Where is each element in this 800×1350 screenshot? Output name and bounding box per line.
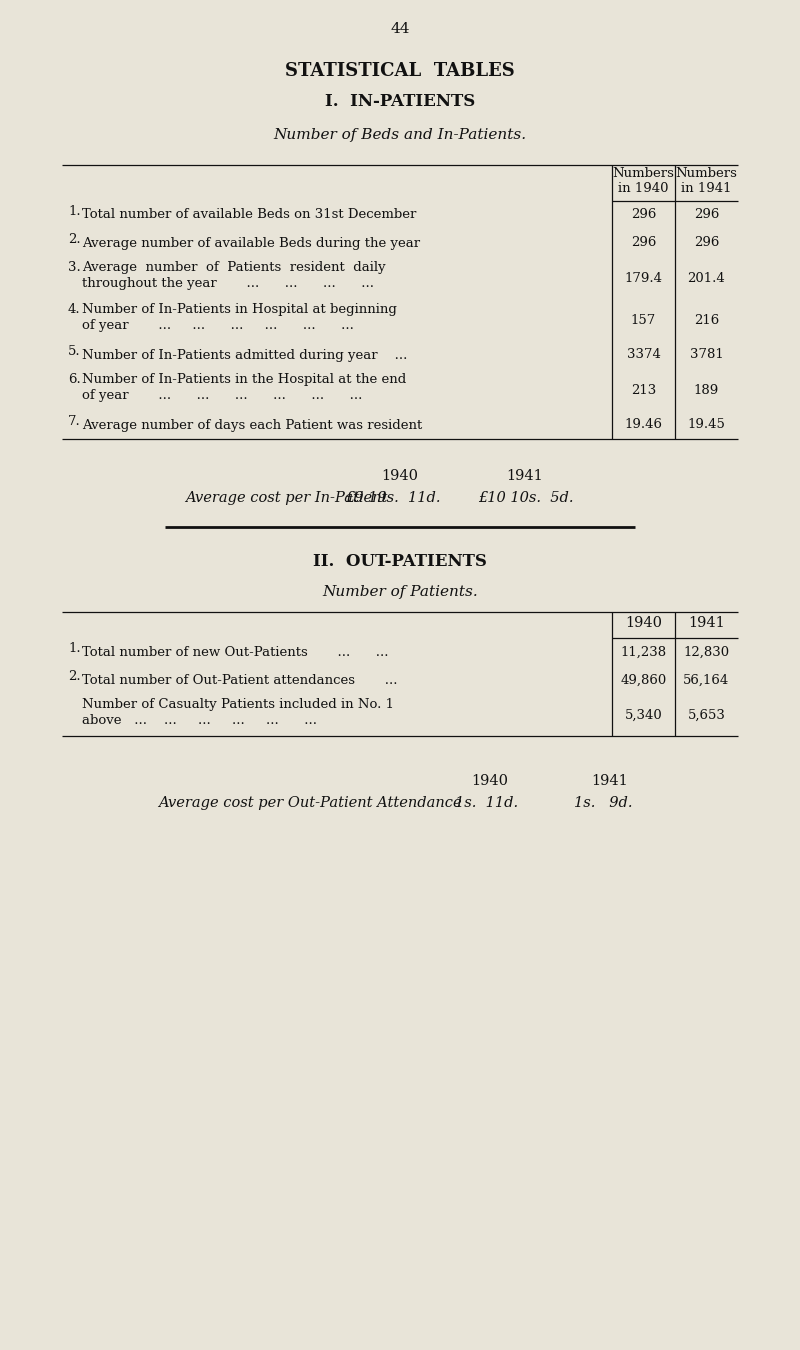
Text: Number of Beds and In-Patients.: Number of Beds and In-Patients. (274, 128, 526, 142)
Text: of year       ...     ...      ...     ...      ...      ...: of year ... ... ... ... ... ... (82, 319, 354, 332)
Text: 1940: 1940 (625, 616, 662, 630)
Text: Total number of Out-Patient attendances       ...: Total number of Out-Patient attendances … (82, 674, 398, 687)
Text: 19.46: 19.46 (625, 418, 662, 432)
Text: 179.4: 179.4 (625, 271, 662, 285)
Text: 56,164: 56,164 (683, 674, 730, 687)
Text: II.  OUT-PATIENTS: II. OUT-PATIENTS (313, 554, 487, 570)
Text: 1.: 1. (68, 205, 81, 217)
Text: Total number of available Beds on 31st December: Total number of available Beds on 31st D… (82, 208, 416, 221)
Text: 296: 296 (694, 236, 719, 250)
Text: in 1941: in 1941 (682, 182, 732, 194)
Text: Number of In-Patients in Hospital at beginning: Number of In-Patients in Hospital at beg… (82, 302, 397, 316)
Text: Average cost per Out-Patient Attendance: Average cost per Out-Patient Attendance (158, 796, 462, 810)
Text: 189: 189 (694, 383, 719, 397)
Text: 11,238: 11,238 (621, 645, 666, 659)
Text: of year       ...      ...      ...      ...      ...      ...: of year ... ... ... ... ... ... (82, 389, 362, 402)
Text: above   ...    ...     ...     ...     ...      ...: above ... ... ... ... ... ... (82, 714, 317, 728)
Text: 2.: 2. (68, 234, 81, 246)
Text: 201.4: 201.4 (688, 271, 726, 285)
Text: Number of In-Patients admitted during year    ...: Number of In-Patients admitted during ye… (82, 348, 407, 362)
Text: Total number of new Out-Patients       ...      ...: Total number of new Out-Patients ... ... (82, 645, 389, 659)
Text: in 1940: in 1940 (618, 182, 669, 194)
Text: 296: 296 (694, 208, 719, 221)
Text: STATISTICAL  TABLES: STATISTICAL TABLES (285, 62, 515, 80)
Text: 1s.  11d.: 1s. 11d. (455, 796, 518, 810)
Text: £9 19s.  11d.: £9 19s. 11d. (345, 491, 441, 505)
Text: 296: 296 (631, 236, 656, 250)
Text: 2.: 2. (68, 670, 81, 683)
Text: 3781: 3781 (690, 348, 723, 362)
Text: 12,830: 12,830 (683, 645, 730, 659)
Text: I.  IN-PATIENTS: I. IN-PATIENTS (325, 93, 475, 109)
Text: Number of Casualty Patients included in No. 1: Number of Casualty Patients included in … (82, 698, 394, 711)
Text: Numbers: Numbers (613, 167, 674, 180)
Text: 19.45: 19.45 (687, 418, 726, 432)
Text: 5,653: 5,653 (687, 709, 726, 721)
Text: 157: 157 (631, 313, 656, 327)
Text: 1940: 1940 (382, 468, 418, 483)
Text: 1941: 1941 (688, 616, 725, 630)
Text: 5.: 5. (68, 346, 81, 358)
Text: 1.: 1. (68, 643, 81, 655)
Text: 1941: 1941 (592, 774, 628, 788)
Text: Number of Patients.: Number of Patients. (322, 585, 478, 599)
Text: 1941: 1941 (506, 468, 543, 483)
Text: 296: 296 (631, 208, 656, 221)
Text: Numbers: Numbers (675, 167, 738, 180)
Text: 49,860: 49,860 (620, 674, 666, 687)
Text: 3.: 3. (68, 261, 81, 274)
Text: 3374: 3374 (626, 348, 661, 362)
Text: 4.: 4. (68, 302, 81, 316)
Text: 213: 213 (631, 383, 656, 397)
Text: 7.: 7. (68, 414, 81, 428)
Text: Number of In-Patients in the Hospital at the end: Number of In-Patients in the Hospital at… (82, 373, 406, 386)
Text: 6.: 6. (68, 373, 81, 386)
Text: Average number of days each Patient was resident: Average number of days each Patient was … (82, 418, 422, 432)
Text: Average  number  of  Patients  resident  daily: Average number of Patients resident dail… (82, 261, 386, 274)
Text: Average cost per In-Patient: Average cost per In-Patient (185, 491, 387, 505)
Text: Average number of available Beds during the year: Average number of available Beds during … (82, 236, 420, 250)
Text: 5,340: 5,340 (625, 709, 662, 721)
Text: £10 10s.  5d.: £10 10s. 5d. (478, 491, 574, 505)
Text: 1940: 1940 (471, 774, 509, 788)
Text: throughout the year       ...      ...      ...      ...: throughout the year ... ... ... ... (82, 277, 374, 290)
Text: 216: 216 (694, 313, 719, 327)
Text: 1s.   9d.: 1s. 9d. (574, 796, 633, 810)
Text: 44: 44 (390, 22, 410, 36)
